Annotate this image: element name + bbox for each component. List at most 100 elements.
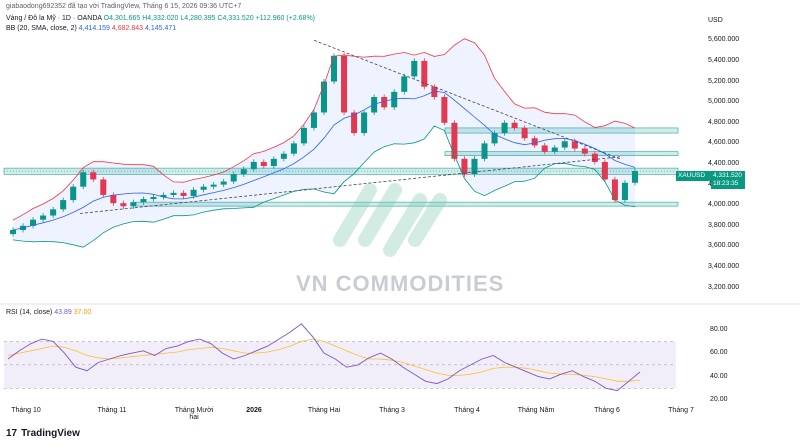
- price-tick-label: 5,000.000: [708, 98, 740, 106]
- symbol-title[interactable]: Vàng / Đô la Mỹ · 1D · OANDA: [6, 15, 102, 22]
- bb-fill: [13, 38, 635, 248]
- bb-lower: 4,145.471: [144, 25, 177, 32]
- time-tick-label: Tháng Năm: [517, 407, 555, 414]
- bb-label: BB (20, SMA, close, 2): [6, 25, 77, 32]
- symbol-ohlc-line: Vàng / Đô la Mỹ · 1D · OANDA O4,301.665 …: [6, 15, 315, 22]
- rsi-line: [7, 323, 641, 392]
- candle-body: [481, 143, 488, 159]
- price-tick-label: 5,600.000: [708, 36, 740, 44]
- time-tick-label: 2026: [246, 407, 262, 414]
- candle-body: [571, 141, 578, 149]
- ohlc-open: O4,301.665: [103, 15, 141, 22]
- candle-body: [100, 179, 107, 195]
- candle-body: [90, 172, 97, 180]
- zone-rect: [444, 151, 679, 156]
- candle-body: [310, 112, 317, 128]
- candle-body: [320, 81, 328, 113]
- watermark-logo-stripe: [383, 193, 427, 257]
- candle-body: [631, 171, 638, 183]
- publisher-line: giabaodong692352 đã tạo với TradingView,…: [6, 3, 242, 10]
- candle-body: [300, 127, 307, 144]
- candle-body: [411, 60, 418, 77]
- candle-body: [361, 112, 368, 134]
- price-tick-label: 3,400.000: [708, 263, 740, 271]
- candle-body: [561, 141, 568, 148]
- candle-body: [471, 158, 478, 175]
- candle-body: [531, 138, 538, 146]
- candle-body: [170, 192, 177, 195]
- candle-body: [140, 199, 147, 203]
- rsi-label: RSI (14, close): [6, 309, 53, 316]
- candle-body: [371, 97, 378, 113]
- candle-body: [601, 161, 608, 180]
- candle-body: [591, 153, 598, 162]
- candle-body: [551, 147, 558, 152]
- candle-body: [180, 192, 187, 196]
- candle-body: [341, 55, 348, 113]
- rsi-ma-value: 37.00: [73, 309, 92, 316]
- candle-body: [611, 179, 618, 201]
- tradingview-logo-icon: 17: [6, 428, 18, 439]
- time-tick-label: Tháng 4: [454, 407, 480, 414]
- symbol-price-tag: XAUUSD: [676, 171, 714, 181]
- rsi-tick-label: 20.00: [710, 396, 728, 403]
- ohlc-high: H4,332.020: [142, 15, 179, 22]
- candle-body: [220, 181, 227, 185]
- countdown: 18:23:35: [713, 180, 739, 187]
- candle-body: [621, 182, 628, 201]
- candle-body: [110, 194, 117, 204]
- candle-body: [150, 196, 157, 200]
- candle-body: [541, 145, 548, 152]
- watermark-logo-stripe: [408, 193, 447, 247]
- candle-body: [70, 186, 77, 201]
- candle-body: [230, 174, 237, 182]
- candle-body: [260, 161, 267, 167]
- candle-body: [130, 202, 137, 207]
- footer-brand[interactable]: 17 TradingView: [6, 428, 80, 439]
- candle-body: [280, 153, 287, 159]
- trendline-up: [79, 156, 621, 214]
- bb-legend[interactable]: BB (20, SMA, close, 2) 4,414.159 4,682.8…: [6, 25, 176, 32]
- candle-body: [461, 158, 468, 175]
- price-tick-label: 5,400.000: [708, 56, 740, 64]
- candle-body: [451, 122, 458, 159]
- candle-body: [511, 122, 518, 128]
- candle-body: [30, 219, 37, 226]
- rsi-tick-label: 40.00: [710, 372, 728, 380]
- candle-body: [160, 194, 167, 197]
- time-tick-label: Tháng 3: [379, 407, 405, 414]
- candle-body: [521, 127, 528, 139]
- candle-body: [210, 184, 217, 187]
- candle-body: [270, 158, 277, 167]
- ohlc-low: L4,280.395: [180, 15, 216, 22]
- bb-upper-line: [12, 38, 636, 221]
- bb-lower-line: [12, 125, 636, 248]
- rsi-tick-label: 80.00: [710, 325, 728, 333]
- price-tick-label: 4,000.000: [708, 201, 740, 209]
- price-tick-label: 3,800.000: [708, 221, 740, 229]
- price-tick-label: 4,400.000: [708, 160, 740, 167]
- rsi-ma-line: [7, 338, 641, 382]
- candle-body: [250, 161, 257, 170]
- watermark-logo-stripe: [358, 183, 402, 247]
- time-tick-label: Tháng Mười hai: [174, 407, 214, 421]
- bb-basis-line: [12, 90, 636, 231]
- candle-body: [431, 86, 438, 97]
- time-tick-label: Tháng 10: [11, 407, 41, 414]
- zone-rect: [444, 127, 679, 134]
- ohlc-change: +112.960 (+2.68%): [255, 15, 315, 22]
- bb-upper: 4,682.843: [111, 25, 144, 32]
- currency-label: USD: [708, 17, 723, 24]
- candle-body: [441, 97, 448, 123]
- time-tick-label: Tháng 7: [668, 407, 694, 414]
- candle-body: [40, 215, 47, 220]
- candle-body: [391, 91, 398, 108]
- candle-body: [200, 186, 207, 190]
- rsi-legend[interactable]: RSI (14, close) 43.89 37.00: [6, 309, 91, 316]
- tradingview-brand: TradingView: [21, 428, 80, 439]
- watermark-text: VN COMMODITIES: [296, 271, 505, 296]
- candle-body: [491, 133, 498, 144]
- candle-body: [240, 169, 247, 175]
- candle-body: [10, 229, 17, 235]
